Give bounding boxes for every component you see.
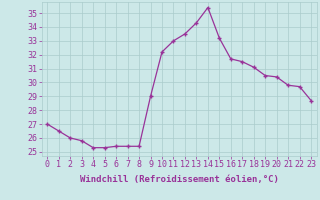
X-axis label: Windchill (Refroidissement éolien,°C): Windchill (Refroidissement éolien,°C) <box>80 175 279 184</box>
